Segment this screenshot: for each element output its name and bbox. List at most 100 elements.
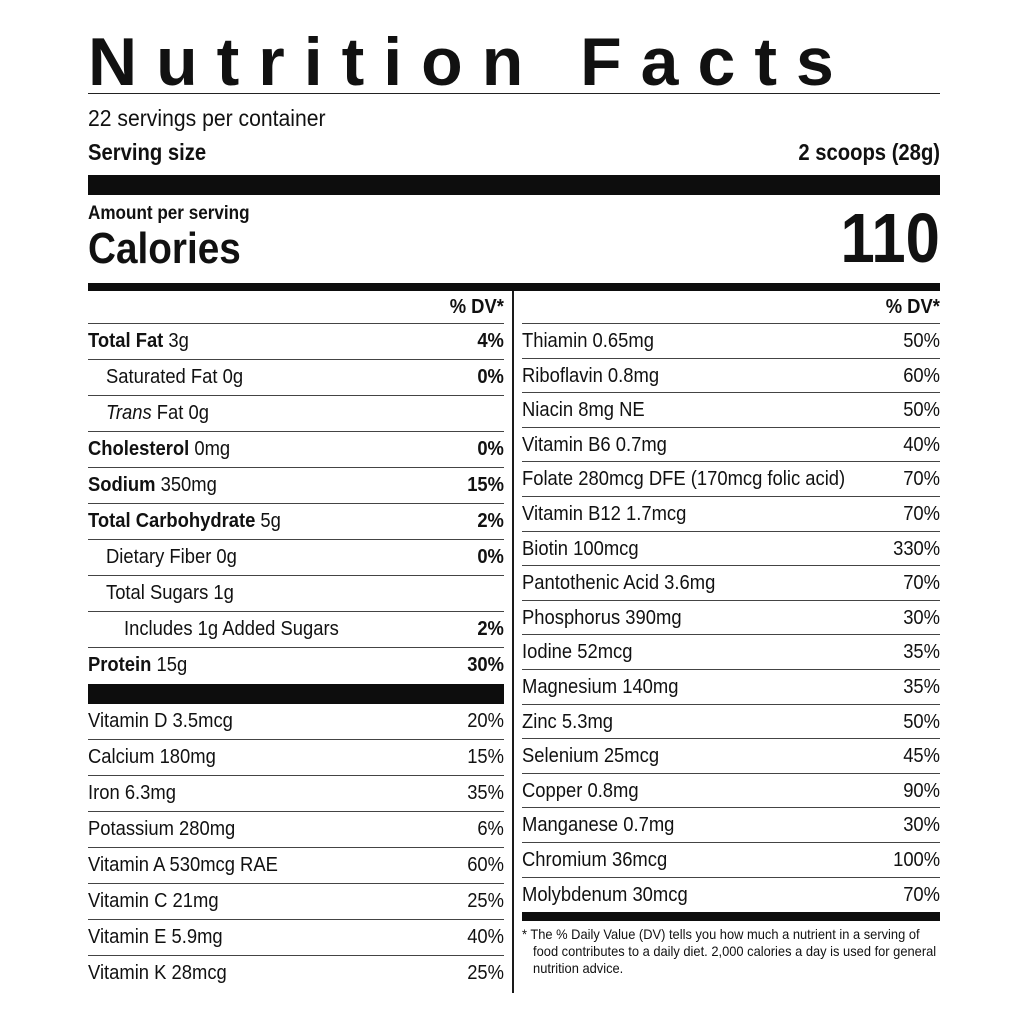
serving-size-label: Serving size <box>88 139 207 165</box>
title-divider <box>88 93 940 94</box>
nutrient-name: Chromium 36mcg <box>522 848 668 871</box>
vitamin-dv: 20% <box>467 710 504 732</box>
nutrient-name: Protein <box>88 654 152 676</box>
nutrient-dv: 40% <box>903 433 940 456</box>
nutrient-row: Phosphorus 390mg 30% <box>522 601 940 636</box>
nutrient-dv: 70% <box>903 502 940 525</box>
nutrient-name: Biotin 100mcg <box>522 537 639 560</box>
nutrient-row-saturated-fat: Saturated Fat 0g 0% <box>88 360 504 396</box>
nutrient-name: Iodine 52mcg <box>522 641 633 664</box>
nutrient-row-trans-fat: Trans Fat 0g <box>88 396 504 432</box>
vitamin-name: Vitamin D 3.5mcg <box>88 710 233 732</box>
nutrient-dv: 0% <box>477 438 504 460</box>
nutrient-dv: 30% <box>467 654 504 676</box>
vitamin-name: Vitamin A 530mcg RAE <box>88 854 278 876</box>
nutrient-row: Vitamin B12 1.7mcg 70% <box>522 497 940 532</box>
nutrient-name: Total Fat <box>88 330 164 352</box>
nutrient-amount: 0mg <box>189 438 231 460</box>
vitamin-name: Potassium 280mg <box>88 818 236 840</box>
nutrient-name: Folate 280mcg DFE (170mcg folic acid) <box>522 468 846 491</box>
nutrient-row-total-carbohydrate: Total Carbohydrate 5g 2% <box>88 504 504 540</box>
nutrient-name: Riboflavin 0.8mg <box>522 364 660 387</box>
nutrient-name: Molybdenum 30mcg <box>522 883 688 906</box>
nutrient-name: Zinc 5.3mg <box>522 710 614 733</box>
nutrient-name: Cholesterol <box>88 438 190 460</box>
vitamin-name: Vitamin E 5.9mg <box>88 926 223 948</box>
nutrient-dv: 70% <box>903 572 940 595</box>
vitamin-row: Potassium 280mg 6% <box>88 812 504 848</box>
nutrient-row-total-fat: Total Fat 3g 4% <box>88 324 504 360</box>
nutrient-dv: 50% <box>903 399 940 422</box>
nutrient-dv: 70% <box>903 883 940 906</box>
nutrient-dv: 15% <box>467 474 504 496</box>
nutrient-name: Manganese 0.7mg <box>522 814 675 837</box>
right-column: % DV* Thiamin 0.65mg 50% Riboflavin 0.8m… <box>522 291 940 977</box>
vitamin-dv: 40% <box>467 926 504 948</box>
nutrient-row-added-sugars: Includes 1g Added Sugars 2% <box>88 612 504 648</box>
nutrient-row-sodium: Sodium 350mg 15% <box>88 468 504 504</box>
nutrient-name: Thiamin 0.65mg <box>522 330 654 352</box>
left-column: % DV* Total Fat 3g 4% Saturated Fat 0g 0… <box>88 291 504 992</box>
nutrient-dv: 30% <box>903 814 940 837</box>
nutrient-name: Pantothenic Acid 3.6mg <box>522 572 716 595</box>
nutrient-row: Selenium 25mcg 45% <box>522 739 940 774</box>
nutrient-name: Vitamin B12 1.7mcg <box>522 502 687 525</box>
nutrient-name: Sodium <box>88 474 156 496</box>
nutrient-name: Vitamin B6 0.7mg <box>522 433 667 456</box>
nutrient-row-total-sugars: Total Sugars 1g <box>88 576 504 612</box>
calories-label: Calories <box>88 224 241 273</box>
vitamin-name: Iron 6.3mg <box>88 782 176 804</box>
nutrient-row-cholesterol: Cholesterol 0mg 0% <box>88 432 504 468</box>
vitamin-row: Iron 6.3mg 35% <box>88 776 504 812</box>
dv-header-left: % DV* <box>449 296 504 318</box>
nutrient-dv: 330% <box>892 537 940 560</box>
nutrient-row: Pantothenic Acid 3.6mg 70% <box>522 566 940 601</box>
dv-header-row-left: % DV* <box>88 291 504 324</box>
nutrient-name: Niacin 8mg NE <box>522 399 645 422</box>
nutrient-row: Molybdenum 30mcg 70% <box>522 878 940 913</box>
thick-divider <box>88 175 940 195</box>
vitamin-dv: 15% <box>467 746 504 768</box>
nutrient-name: Total Carbohydrate <box>88 510 256 532</box>
nutrient-row: Vitamin B6 0.7mg 40% <box>522 428 940 463</box>
vitamin-row: Calcium 180mg 15% <box>88 740 504 776</box>
nutrient-amount: 5g <box>255 510 281 532</box>
vitamin-row: Vitamin D 3.5mcg 20% <box>88 704 504 740</box>
nutrient-name: Saturated Fat 0g <box>106 366 244 388</box>
nutrient-amount: 350mg <box>155 474 217 496</box>
nutrient-dv: 45% <box>903 745 940 768</box>
nutrient-dv: 2% <box>477 618 504 640</box>
vitamin-row: Vitamin C 21mg 25% <box>88 884 504 920</box>
nutrient-name: Total Sugars 1g <box>106 582 234 604</box>
dv-header-row-right: % DV* <box>522 291 940 324</box>
vitamin-dv: 35% <box>467 782 504 804</box>
nutrient-name-rest: Fat 0g <box>151 402 209 424</box>
vitamin-dv: 25% <box>467 962 504 984</box>
nutrient-dv: 30% <box>903 606 940 629</box>
nutrient-dv: 60% <box>903 364 940 387</box>
medium-divider <box>88 283 940 291</box>
serving-size-value: 2 scoops (28g) <box>798 139 940 165</box>
label-title: Nutrition Facts <box>88 24 853 100</box>
nutrient-row: Biotin 100mcg 330% <box>522 532 940 567</box>
nutrient-name: Phosphorus 390mg <box>522 606 682 629</box>
nutrient-name: Copper 0.8mg <box>522 779 639 802</box>
vitamin-row: Vitamin A 530mcg RAE 60% <box>88 848 504 884</box>
nutrient-dv: 4% <box>477 330 504 352</box>
vitamin-dv: 25% <box>467 890 504 912</box>
nutrient-row: Zinc 5.3mg 50% <box>522 705 940 740</box>
dv-header-right: % DV* <box>885 296 940 318</box>
amount-per-serving-label: Amount per serving <box>88 203 250 224</box>
nutrient-row: Chromium 36mcg 100% <box>522 843 940 878</box>
daily-value-footnote: * The % Daily Value (DV) tells you how m… <box>522 926 937 977</box>
nutrient-row: Manganese 0.7mg 30% <box>522 808 940 843</box>
nutrient-amount: 3g <box>163 330 189 352</box>
vitamins-divider <box>88 684 504 704</box>
vitamin-row: Vitamin K 28mcg 25% <box>88 956 504 992</box>
nutrient-dv: 70% <box>903 468 940 491</box>
nutrient-dv: 0% <box>477 366 504 388</box>
nutrient-row: Thiamin 0.65mg 50% <box>522 324 940 359</box>
vitamin-dv: 60% <box>467 854 504 876</box>
servings-per-container: 22 servings per container <box>88 105 326 131</box>
nutrient-name: Includes 1g Added Sugars <box>124 618 339 640</box>
